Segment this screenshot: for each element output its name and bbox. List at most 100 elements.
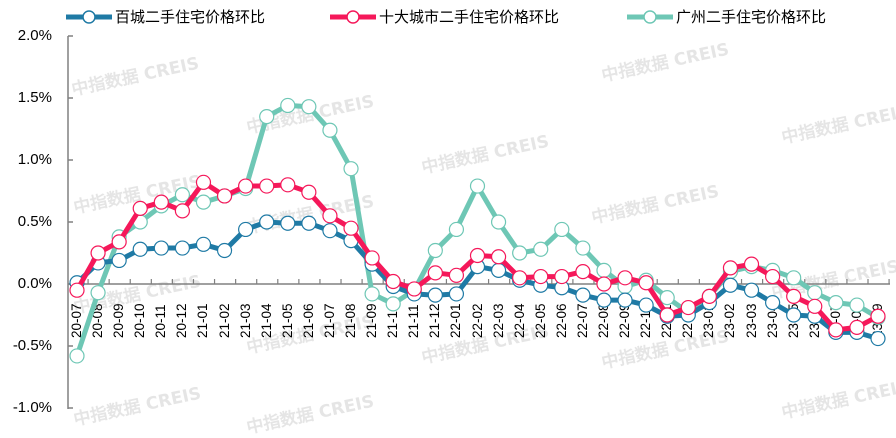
data-point-marker [132, 241, 148, 257]
chart-legend: 百城二手住宅价格环比 十大城市二手住宅价格环比 广州二手住宅价格环比 [0, 6, 896, 30]
data-point-marker [722, 260, 739, 276]
data-point-marker [301, 99, 317, 115]
data-point-marker [638, 297, 654, 313]
y-tick-label: -1.0% [12, 399, 52, 416]
data-point-marker [111, 252, 127, 269]
data-point-marker [448, 286, 465, 302]
data-point-marker [743, 256, 760, 272]
data-point-marker [680, 299, 696, 316]
legend-item-baicheng: 百城二手住宅价格环比 [66, 6, 265, 27]
data-point-marker [786, 288, 802, 304]
data-point-marker [238, 221, 254, 238]
data-point-marker [786, 307, 802, 323]
data-point-marker [807, 298, 823, 314]
data-point-marker [90, 285, 106, 301]
data-point-marker [195, 194, 212, 210]
data-point-marker [343, 220, 359, 236]
data-point-marker [849, 319, 865, 335]
data-point-marker [132, 200, 148, 216]
data-point-marker [659, 307, 675, 323]
data-point-marker [701, 288, 717, 304]
data-point-marker [828, 322, 844, 338]
data-point-marker [575, 240, 591, 256]
data-point-marker [322, 122, 338, 138]
series-line [69, 174, 886, 338]
data-point-marker [617, 292, 633, 308]
data-point-marker [575, 287, 591, 303]
y-tick-label: 1.5% [17, 89, 52, 106]
data-point-marker [174, 203, 190, 219]
data-point-marker [69, 348, 85, 364]
data-point-marker [69, 282, 85, 298]
legend-label: 百城二手住宅价格环比 [115, 8, 266, 26]
y-tick-label: 1.0% [17, 151, 52, 168]
data-point-marker [195, 236, 212, 252]
y-tick-label: -0.5% [12, 337, 52, 354]
data-point-marker [617, 270, 633, 286]
data-point-marker [765, 268, 781, 285]
data-point-marker [448, 221, 465, 238]
data-point-marker [364, 250, 380, 266]
legend-label: 十大城市二手住宅价格环比 [379, 8, 560, 26]
data-point-marker [469, 247, 486, 264]
data-point-marker [343, 161, 359, 177]
data-point-marker [870, 330, 886, 347]
data-point-marker [280, 177, 296, 193]
data-point-marker [765, 295, 781, 311]
legend-line-marker-icon [66, 9, 112, 24]
data-point-marker [870, 308, 886, 324]
data-point-marker [301, 184, 317, 200]
legend-line-marker-icon [330, 9, 376, 24]
data-point-marker [259, 214, 275, 230]
data-point-marker [722, 277, 739, 293]
data-point-marker [427, 242, 443, 259]
data-point-marker [575, 264, 591, 280]
data-point-marker [385, 273, 401, 290]
data-point-marker [153, 194, 169, 210]
data-point-marker [448, 267, 465, 283]
data-point-marker [786, 270, 802, 286]
chart-axes [67, 35, 890, 409]
data-point-marker [301, 215, 317, 231]
data-point-marker [280, 215, 296, 231]
y-tick-label: 0.5% [17, 213, 52, 230]
series-line [69, 97, 886, 364]
data-point-marker [554, 221, 570, 238]
data-point-marker [238, 178, 254, 194]
data-point-marker [111, 234, 127, 250]
data-point-marker [427, 265, 443, 281]
line-chart-plot [67, 35, 890, 409]
data-point-marker [512, 270, 528, 286]
data-point-marker [90, 245, 106, 261]
data-point-marker [849, 297, 865, 313]
data-point-marker [659, 290, 675, 306]
data-point-marker [280, 97, 296, 114]
data-point-marker [259, 108, 275, 125]
data-point-marker [153, 240, 169, 256]
data-point-marker [828, 295, 844, 311]
data-point-marker [195, 174, 212, 190]
data-point-marker [807, 285, 823, 301]
data-point-marker [512, 245, 528, 261]
data-point-marker [490, 262, 507, 278]
data-point-marker [259, 178, 275, 194]
chart-series [69, 97, 886, 364]
data-point-marker [216, 242, 233, 259]
data-point-marker [490, 214, 507, 230]
data-point-marker [596, 262, 612, 278]
data-point-marker [322, 223, 338, 239]
data-point-marker [469, 178, 486, 194]
y-tick-label: 0.0% [17, 275, 52, 292]
data-point-marker [364, 286, 380, 302]
data-point-marker [596, 292, 612, 308]
data-point-marker [174, 187, 190, 203]
data-point-marker [533, 268, 549, 285]
data-point-marker [533, 241, 549, 257]
data-point-marker [406, 281, 422, 297]
data-point-marker [216, 188, 233, 204]
data-point-marker [427, 287, 443, 303]
data-point-marker [743, 282, 760, 298]
legend-line-marker-icon [627, 9, 673, 24]
data-point-marker [554, 268, 570, 285]
data-point-marker [490, 249, 507, 265]
